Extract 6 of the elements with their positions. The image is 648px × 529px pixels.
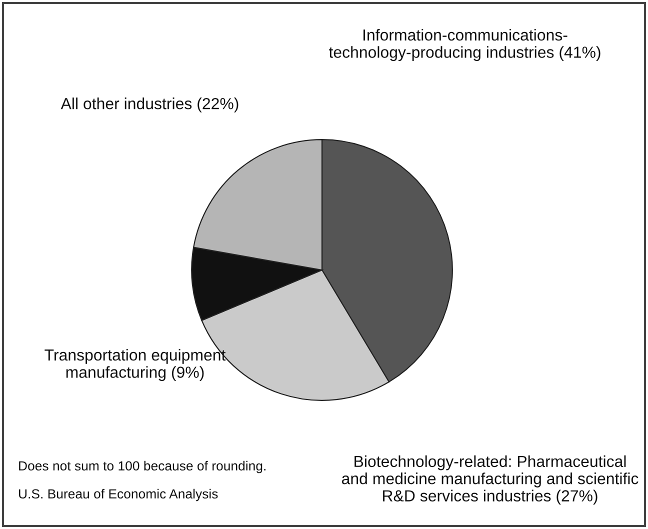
slice-label: Biotechnology-related: Pharmaceutical and medicine manufacturing and scientific R&D services industries (27%) [342,455,638,505]
text: U.S. Bureau of Economic Analysis [19,488,218,502]
slice-label: All other industries (22%) [60,98,238,112]
slice-label: Information-communications- technology-producing industries (41%) [328,28,600,62]
text: Does not sum to 100 because of rounding. [19,460,266,474]
slice-label: Transportation equipment manufacturing (9%) [44,348,226,382]
